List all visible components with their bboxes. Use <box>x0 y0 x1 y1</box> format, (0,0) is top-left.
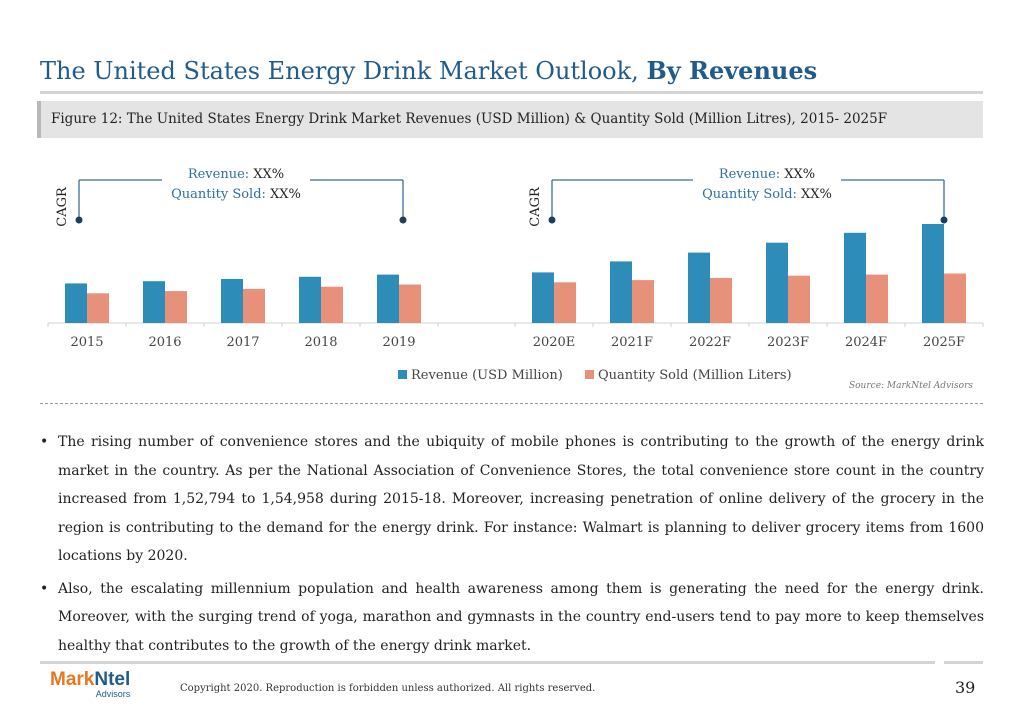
bar-quantity-2025F <box>944 273 966 323</box>
logo-ntel: Ntel <box>94 669 131 690</box>
cagr-quantity-text: Quantity Sold: XX% <box>702 187 832 202</box>
cagr-marker <box>75 216 83 224</box>
logo-subtitle: Advisors <box>95 689 131 699</box>
x-tick-label: 2015 <box>70 335 103 350</box>
bar-revenue-2015 <box>65 283 87 323</box>
bullet-item: • Also, the escalating millennium populat… <box>40 575 984 661</box>
cagr-marker <box>940 216 948 224</box>
bar-quantity-2023F <box>788 275 810 323</box>
legend-item-revenue: Revenue (USD Million) <box>398 368 563 383</box>
cagr-label: CAGR <box>55 186 70 227</box>
bullet-dot: • <box>40 434 49 450</box>
x-tick-label: 2023F <box>767 335 809 350</box>
legend-label-quantity: Quantity Sold (Million Liters) <box>598 368 792 383</box>
bar-revenue-2017 <box>221 279 243 323</box>
figure-caption: Figure 12: The United States Energy Drin… <box>51 111 888 127</box>
bar-revenue-2024F <box>844 232 866 323</box>
bar-quantity-2015 <box>87 293 109 323</box>
bullet-text: The rising number of convenience stores … <box>58 434 984 564</box>
logo-wordmark: MarkNtel <box>50 670 130 690</box>
figure-caption-box: Figure 12: The United States Energy Drin… <box>37 101 983 138</box>
bar-revenue-2023F <box>766 242 788 323</box>
cagr-marker <box>548 216 556 224</box>
dashed-divider <box>40 403 983 404</box>
cagr-marker <box>399 216 407 224</box>
x-tick-label: 2018 <box>304 335 337 350</box>
x-tick-label: 2024F <box>845 335 887 350</box>
bar-revenue-2022F <box>688 252 710 323</box>
bar-revenue-2020E <box>532 272 554 323</box>
bar-quantity-2020E <box>554 282 576 323</box>
bullet-list: • The rising number of convenience stores… <box>40 428 984 664</box>
bar-quantity-2024F <box>866 274 888 323</box>
bullet-dot: • <box>40 580 49 597</box>
bar-revenue-2016 <box>143 281 165 323</box>
chart-source: Source: MarkNtel Advisors <box>848 381 973 391</box>
bar-chart: 2015 2016 2017 2018 2019 2020E 2021F 2022F 2023F… <box>47 167 984 350</box>
page-title: The United States Energy Drink Market Ou… <box>40 56 817 85</box>
bar-revenue-2019 <box>377 274 399 323</box>
legend-swatch-quantity <box>585 370 594 379</box>
cagr-revenue-text: Revenue: XX% <box>719 167 815 182</box>
footer-divider-short <box>944 661 983 664</box>
legend-item-quantity: Quantity Sold (Million Liters) <box>585 368 792 383</box>
x-tick-label: 2021F <box>611 335 653 350</box>
bar-quantity-2017 <box>243 288 265 323</box>
bar-revenue-2021F <box>610 261 632 323</box>
bar-quantity-2021F <box>632 280 654 323</box>
bar-revenue-2025F <box>922 224 944 323</box>
bar-revenue-2018 <box>299 276 321 323</box>
x-tick-label: 2017 <box>226 335 259 350</box>
page-title-bold: By Revenues <box>646 56 818 85</box>
bar-quantity-2019 <box>399 284 421 323</box>
cagr-revenue-text: Revenue: XX% <box>188 167 284 182</box>
page-title-main: The United States Energy Drink Market Ou… <box>40 57 647 85</box>
logo-mark: Mark <box>50 669 95 690</box>
bar-quantity-2018 <box>321 286 343 323</box>
legend-swatch-revenue <box>398 370 407 379</box>
x-tick-label: 2016 <box>148 335 181 350</box>
bar-quantity-2016 <box>165 291 187 323</box>
bullet-item: • The rising number of convenience stores… <box>40 428 984 571</box>
x-tick-label: 2025F <box>923 335 965 350</box>
bar-quantity-2022F <box>710 277 732 323</box>
page-number: 39 <box>955 678 976 697</box>
x-tick-label: 2022F <box>689 335 731 350</box>
footer-divider <box>40 661 935 664</box>
x-tick-label: 2019 <box>382 335 415 350</box>
title-divider <box>40 91 983 94</box>
company-logo: MarkNtel Advisors <box>50 670 131 700</box>
legend-label-revenue: Revenue (USD Million) <box>411 368 563 383</box>
copyright-text: Copyright 2020. Reproduction is forbidde… <box>180 683 596 694</box>
x-tick-label: 2020E <box>533 335 576 350</box>
cagr-label: CAGR <box>528 186 543 227</box>
cagr-quantity-text: Quantity Sold: XX% <box>171 187 301 202</box>
bullet-text: Also, the escalating millennium populati… <box>58 580 984 654</box>
